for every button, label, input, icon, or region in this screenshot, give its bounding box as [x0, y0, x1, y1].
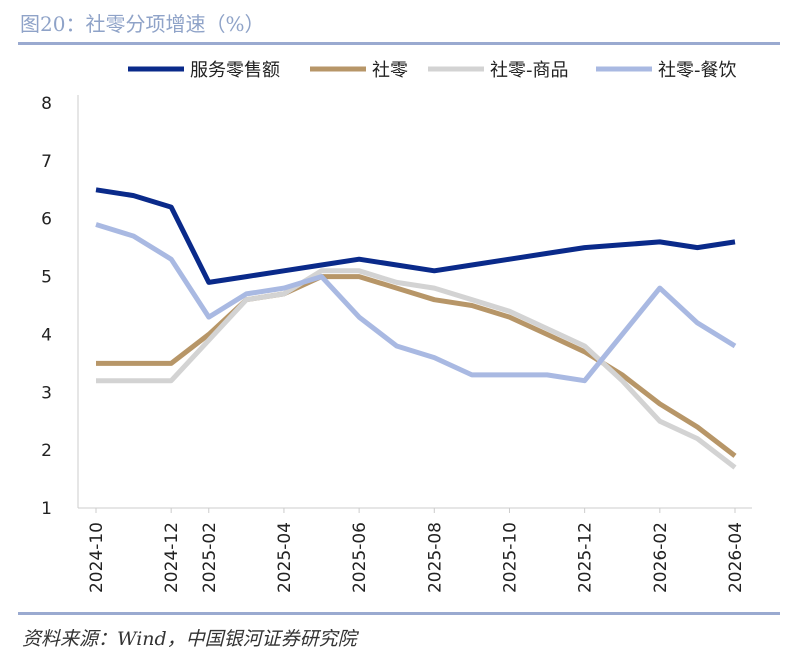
y-tick-label: 2	[41, 441, 52, 461]
x-tick-label: 2025-10	[500, 522, 520, 593]
x-tick-label: 2024-10	[87, 522, 107, 593]
legend-label: 社零-商品	[490, 60, 569, 81]
x-tick-label: 2025-08	[425, 522, 445, 593]
x-tick-label: 2024-12	[162, 522, 182, 593]
figure-title: 图20：社零分项增速（%）	[20, 12, 265, 36]
x-tick-label: 2026-02	[651, 522, 671, 593]
y-tick-label: 7	[41, 152, 52, 172]
x-tick-label: 2025-12	[576, 522, 596, 593]
y-tick-label: 5	[41, 268, 52, 288]
source-note: 资料来源：Wind，中国银河证券研究院	[22, 628, 357, 650]
series-line-3	[96, 268, 737, 470]
series-lines	[95, 187, 737, 470]
legend-label: 服务零售额	[190, 60, 280, 81]
legend: 服务零售额 社零 社零-商品 社零-餐饮	[128, 60, 737, 81]
x-tick-label: 2025-02	[200, 522, 220, 593]
y-axis-ticks: 1 2 3 4 5 6 7 8	[41, 94, 52, 519]
x-tick-label: 2025-04	[275, 522, 295, 593]
y-tick-label: 6	[41, 210, 52, 230]
series-line-4	[95, 222, 737, 384]
y-tick-label: 1	[41, 499, 52, 519]
legend-label: 社零-餐饮	[658, 60, 737, 81]
bottom-rule	[18, 612, 780, 615]
top-rule	[18, 42, 780, 45]
x-tick-label: 2026-04	[726, 522, 746, 593]
series-line-2	[96, 274, 737, 458]
legend-label: 社零	[372, 60, 408, 81]
x-tick-label: 2025-06	[350, 522, 370, 593]
x-axis-ticks: 2024-10 2024-12 2025-02 2025-04 2025-06 2025-…	[87, 508, 746, 593]
y-tick-label: 8	[41, 94, 52, 114]
series-line-1	[95, 187, 736, 285]
y-tick-label: 3	[41, 383, 52, 403]
y-tick-label: 4	[41, 325, 52, 345]
